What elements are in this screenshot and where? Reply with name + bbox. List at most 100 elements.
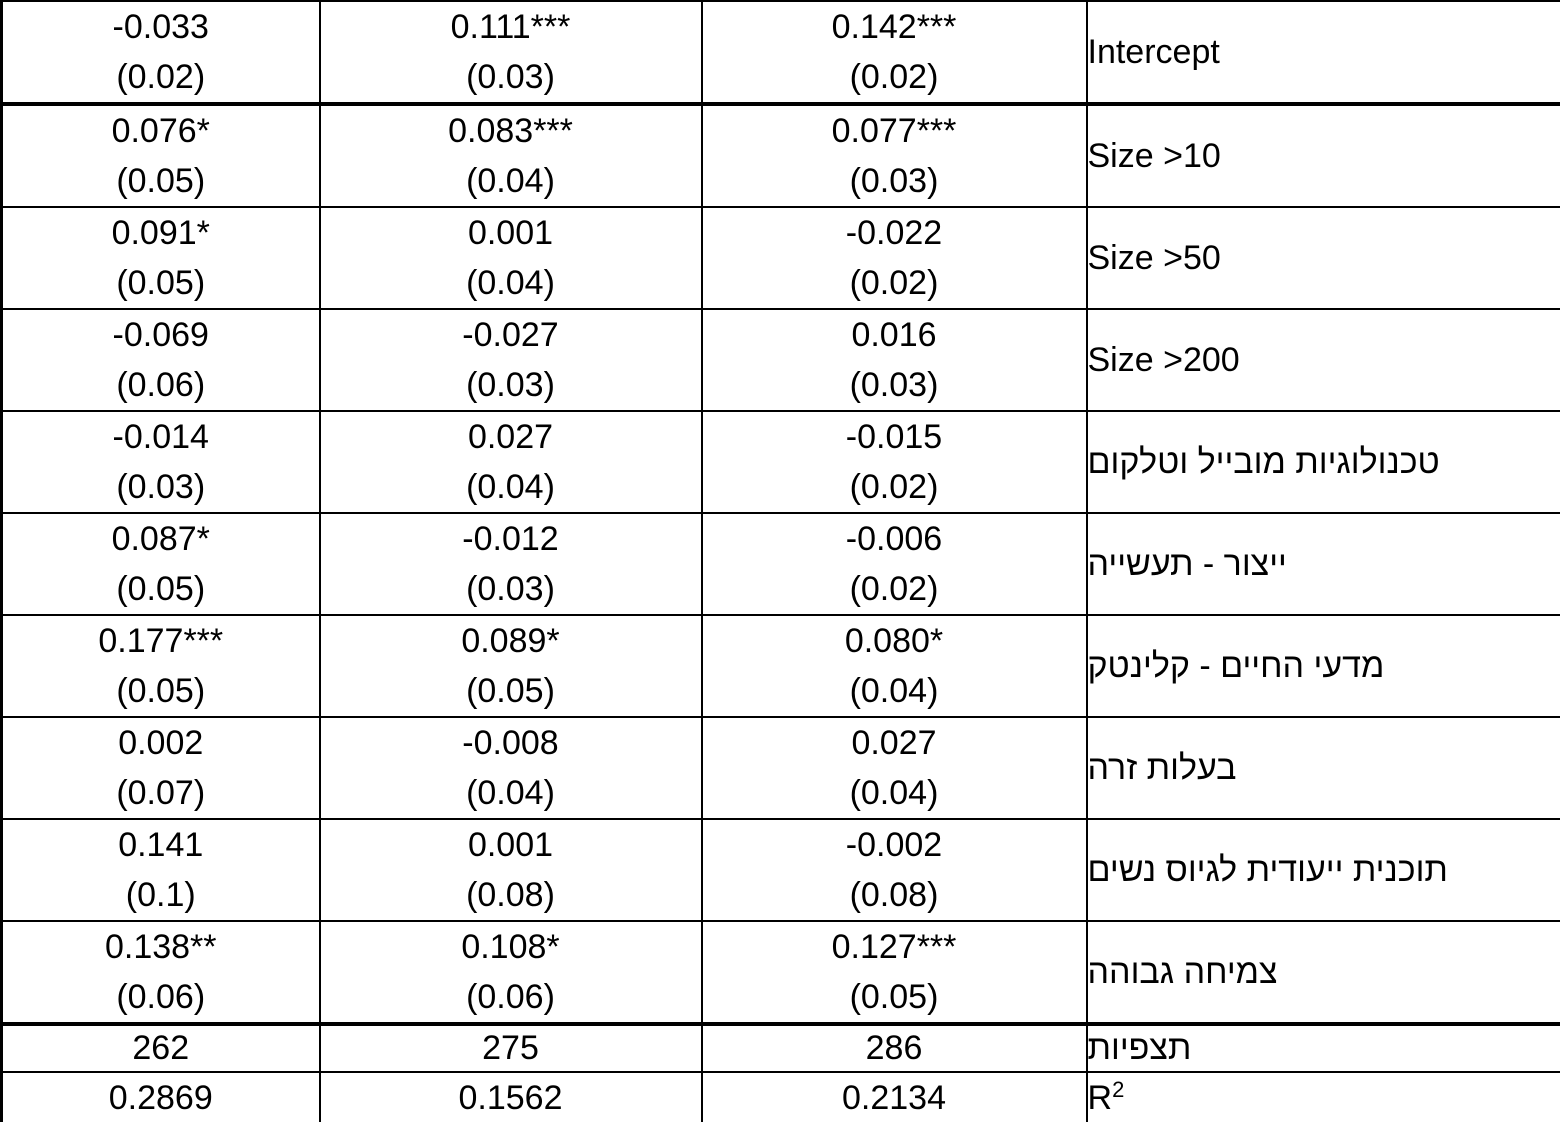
observations-value: 275: [482, 1029, 539, 1068]
row-label-cell: R2: [1085, 1071, 1560, 1122]
coefficient-value: 0.142***: [831, 8, 957, 46]
row-label: טכנולוגיות מובייל וטלקום: [1087, 442, 1440, 481]
r-squared-exponent: 2: [1112, 1076, 1125, 1102]
coef-cell: 0.108* (0.06): [318, 920, 703, 1025]
r-squared-value: 0.2869: [108, 1079, 213, 1118]
standard-error: (0.03): [116, 468, 206, 506]
coefficient-value: -0.069: [112, 316, 209, 354]
standard-error: (0.04): [466, 774, 555, 812]
coef-cell: 0.087* (0.05): [0, 512, 321, 616]
row-label: מדעי החיים - קלינטק: [1087, 646, 1385, 685]
stat-cell: 0.2134: [700, 1071, 1088, 1122]
standard-error: (0.04): [849, 672, 939, 710]
standard-error: (0.06): [466, 978, 555, 1016]
standard-error: (0.03): [849, 162, 939, 200]
standard-error: (0.05): [849, 978, 939, 1016]
standard-error: (0.02): [849, 58, 939, 96]
coef-cell: 0.141 (0.1): [0, 818, 321, 922]
coef-cell: 0.138** (0.06): [0, 920, 321, 1025]
coefficient-value: 0.001: [467, 826, 554, 864]
standard-error: (0.04): [466, 468, 555, 506]
coefficient-value: -0.006: [845, 520, 943, 558]
standard-error: (0.02): [849, 264, 939, 302]
coef-cell: -0.006 (0.02): [700, 512, 1088, 616]
table-row: -0.033 (0.02) 0.111*** (0.03) 0.142*** (…: [0, 0, 1560, 105]
table-row: 0.087* (0.05) -0.012 (0.03) -0.006 (0.02…: [0, 512, 1560, 616]
coefficient-value: 0.177***: [98, 622, 224, 660]
coef-cell: 0.076* (0.05): [0, 102, 321, 208]
coef-cell: 0.080* (0.04): [700, 614, 1088, 718]
row-label: בעלות זרה: [1087, 748, 1237, 787]
table-row: 262 275 286 תצפיות: [0, 1022, 1560, 1073]
coef-cell: -0.014 (0.03): [0, 410, 321, 514]
coef-cell: -0.033 (0.02): [0, 0, 321, 105]
row-label-cell: Size >200: [1085, 308, 1560, 412]
standard-error: (0.03): [849, 366, 939, 404]
coefficient-value: -0.014: [112, 418, 209, 456]
coef-cell: -0.022 (0.02): [700, 206, 1088, 310]
standard-error: (0.02): [116, 58, 206, 96]
table-row: 0.141 (0.1) 0.001 (0.08) -0.002 (0.08) ת…: [0, 818, 1560, 922]
coefficient-value: 0.080*: [844, 622, 944, 660]
coef-cell: 0.001 (0.08): [318, 818, 703, 922]
row-label: Size >50: [1087, 238, 1221, 277]
coef-cell: 0.027 (0.04): [700, 716, 1088, 820]
coefficient-value: 0.138**: [104, 928, 217, 966]
standard-error: (0.1): [125, 876, 196, 914]
coef-cell: 0.016 (0.03): [700, 308, 1088, 412]
coefficient-value: 0.076*: [111, 112, 210, 150]
coefficient-value: 0.002: [118, 724, 204, 762]
coef-cell: 0.177*** (0.05): [0, 614, 321, 718]
coef-cell: 0.142*** (0.02): [700, 0, 1088, 105]
coef-cell: -0.012 (0.03): [318, 512, 703, 616]
coefficient-value: 0.027: [851, 724, 937, 762]
r-squared-label: R: [1087, 1079, 1113, 1117]
coefficient-value: -0.015: [845, 418, 943, 456]
row-label-cell: מדעי החיים - קלינטק: [1085, 614, 1560, 718]
row-label: Intercept: [1087, 32, 1220, 71]
row-label-cell: תוכנית ייעודית לגיוס נשים: [1085, 818, 1560, 922]
r-squared-value: 0.1562: [458, 1079, 563, 1118]
row-label: תצפיות: [1087, 1029, 1192, 1067]
coefficient-value: 0.111***: [450, 8, 571, 46]
standard-error: (0.03): [466, 58, 555, 96]
standard-error: (0.05): [466, 672, 555, 710]
coefficient-value: 0.141: [118, 826, 204, 864]
table-row: 0.177*** (0.05) 0.089* (0.05) 0.080* (0.…: [0, 614, 1560, 718]
coef-cell: -0.008 (0.04): [318, 716, 703, 820]
coef-cell: 0.127*** (0.05): [700, 920, 1088, 1025]
coef-cell: 0.027 (0.04): [318, 410, 703, 514]
coef-cell: 0.089* (0.05): [318, 614, 703, 718]
stat-cell: 262: [0, 1022, 321, 1073]
row-label: צמיחה גבוהה: [1087, 952, 1278, 991]
stat-cell: 0.2869: [0, 1071, 321, 1122]
standard-error: (0.04): [466, 264, 555, 302]
row-label-cell: בעלות זרה: [1085, 716, 1560, 820]
coefficient-value: 0.001: [467, 214, 554, 252]
row-label-cell: צמיחה גבוהה: [1085, 920, 1560, 1025]
standard-error: (0.05): [116, 672, 206, 710]
standard-error: (0.03): [466, 570, 555, 608]
coefficient-value: 0.087*: [111, 520, 210, 558]
row-label-cell: טכנולוגיות מובייל וטלקום: [1085, 410, 1560, 514]
coefficient-value: -0.033: [112, 8, 209, 46]
standard-error: (0.02): [849, 468, 939, 506]
coefficient-value: -0.022: [845, 214, 943, 252]
standard-error: (0.05): [116, 570, 206, 608]
table-row: 0.138** (0.06) 0.108* (0.06) 0.127*** (0…: [0, 920, 1560, 1025]
coef-cell: 0.083*** (0.04): [318, 102, 703, 208]
row-label-cell: Size >50: [1085, 206, 1560, 310]
table-row: 0.002 (0.07) -0.008 (0.04) 0.027 (0.04) …: [0, 716, 1560, 820]
standard-error: (0.08): [466, 876, 555, 914]
coef-cell: 0.077*** (0.03): [700, 102, 1088, 208]
coef-cell: -0.069 (0.06): [0, 308, 321, 412]
table-row: -0.069 (0.06) -0.027 (0.03) 0.016 (0.03)…: [0, 308, 1560, 412]
row-label: ייצור - תעשייה: [1087, 544, 1287, 583]
row-label-cell: תצפיות: [1085, 1022, 1560, 1073]
coefficient-value: -0.002: [845, 826, 943, 864]
standard-error: (0.03): [466, 366, 555, 404]
table-row: -0.014 (0.03) 0.027 (0.04) -0.015 (0.02)…: [0, 410, 1560, 514]
standard-error: (0.05): [116, 264, 206, 302]
